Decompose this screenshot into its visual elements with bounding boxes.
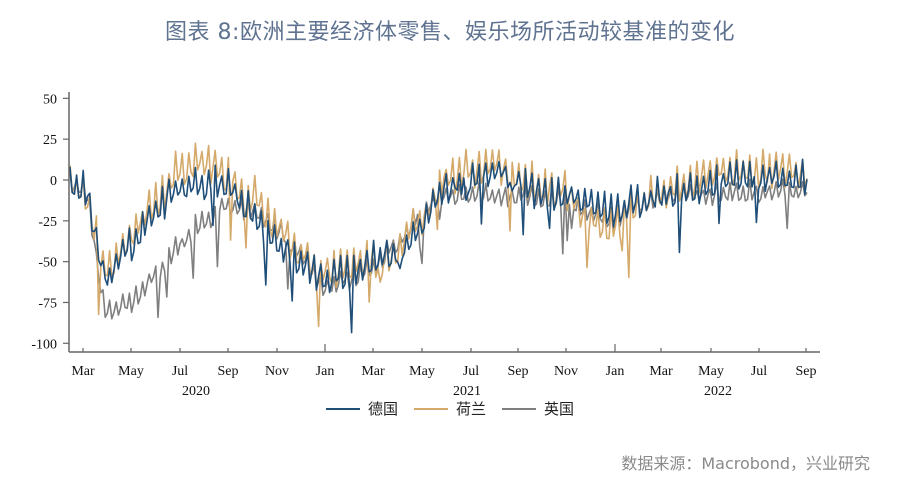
legend-item-uk: 英国 [502,398,574,419]
legend-label-uk: 英国 [544,400,575,418]
y-tick-label: 0 [50,174,57,189]
data-source-note: 数据来源：Macrobond，兴业研究 [621,454,870,473]
y-tick-label: -100 [31,337,57,352]
y-tick-label: -25 [38,215,57,230]
x-tick-label: Mar [649,364,673,379]
x-tick-label: Nov [554,364,578,379]
x-tick-label: Nov [265,364,289,379]
y-tick-label: -75 [38,296,57,311]
legend-label-germany: 德国 [367,400,398,418]
legend-item-germany: 德国 [325,398,398,419]
uk-line-swatch-icon [502,407,536,410]
x-tick-label: May [118,364,144,379]
y-tick-label: 25 [43,133,57,148]
x-tick-label: Sep [796,364,817,379]
y-tick-label: -50 [38,256,57,271]
x-tick-label: Jul [463,364,479,379]
x-tick-label: May [698,364,724,379]
x-year-label: 2021 [453,384,481,399]
axes: 50 25 0 -25 -50 -75 -100 Mar May Jul Sep Nov Jan Mar M… [31,92,820,399]
x-tick-label: Jul [172,364,188,379]
legend-item-netherlands: 荷兰 [413,398,486,419]
x-tick-label: May [409,364,435,379]
y-tick-label: 50 [43,92,57,107]
legend-label-netherlands: 荷兰 [455,400,486,418]
legend: 德国 荷兰 英国 [0,398,900,419]
x-tick-label: Jan [606,364,625,379]
netherlands-line-swatch-icon [413,407,448,410]
x-tick-label: Jan [316,364,335,379]
series-line-germany [69,158,808,334]
x-tick-label: Sep [508,364,529,379]
series-lines [69,142,808,334]
series-line-netherlands [69,142,808,328]
x-tick-label: Mar [361,364,385,379]
x-year-label: 2022 [704,384,732,399]
x-year-label: 2020 [182,384,210,399]
germany-line-swatch-icon [325,407,360,410]
x-tick-label: Mar [71,364,95,379]
x-tick-label: Sep [218,364,239,379]
chart-title: 图表 8:欧洲主要经济体零售、娱乐场所活动较基准的变化 [165,20,735,45]
x-tick-label: Jul [751,364,767,379]
